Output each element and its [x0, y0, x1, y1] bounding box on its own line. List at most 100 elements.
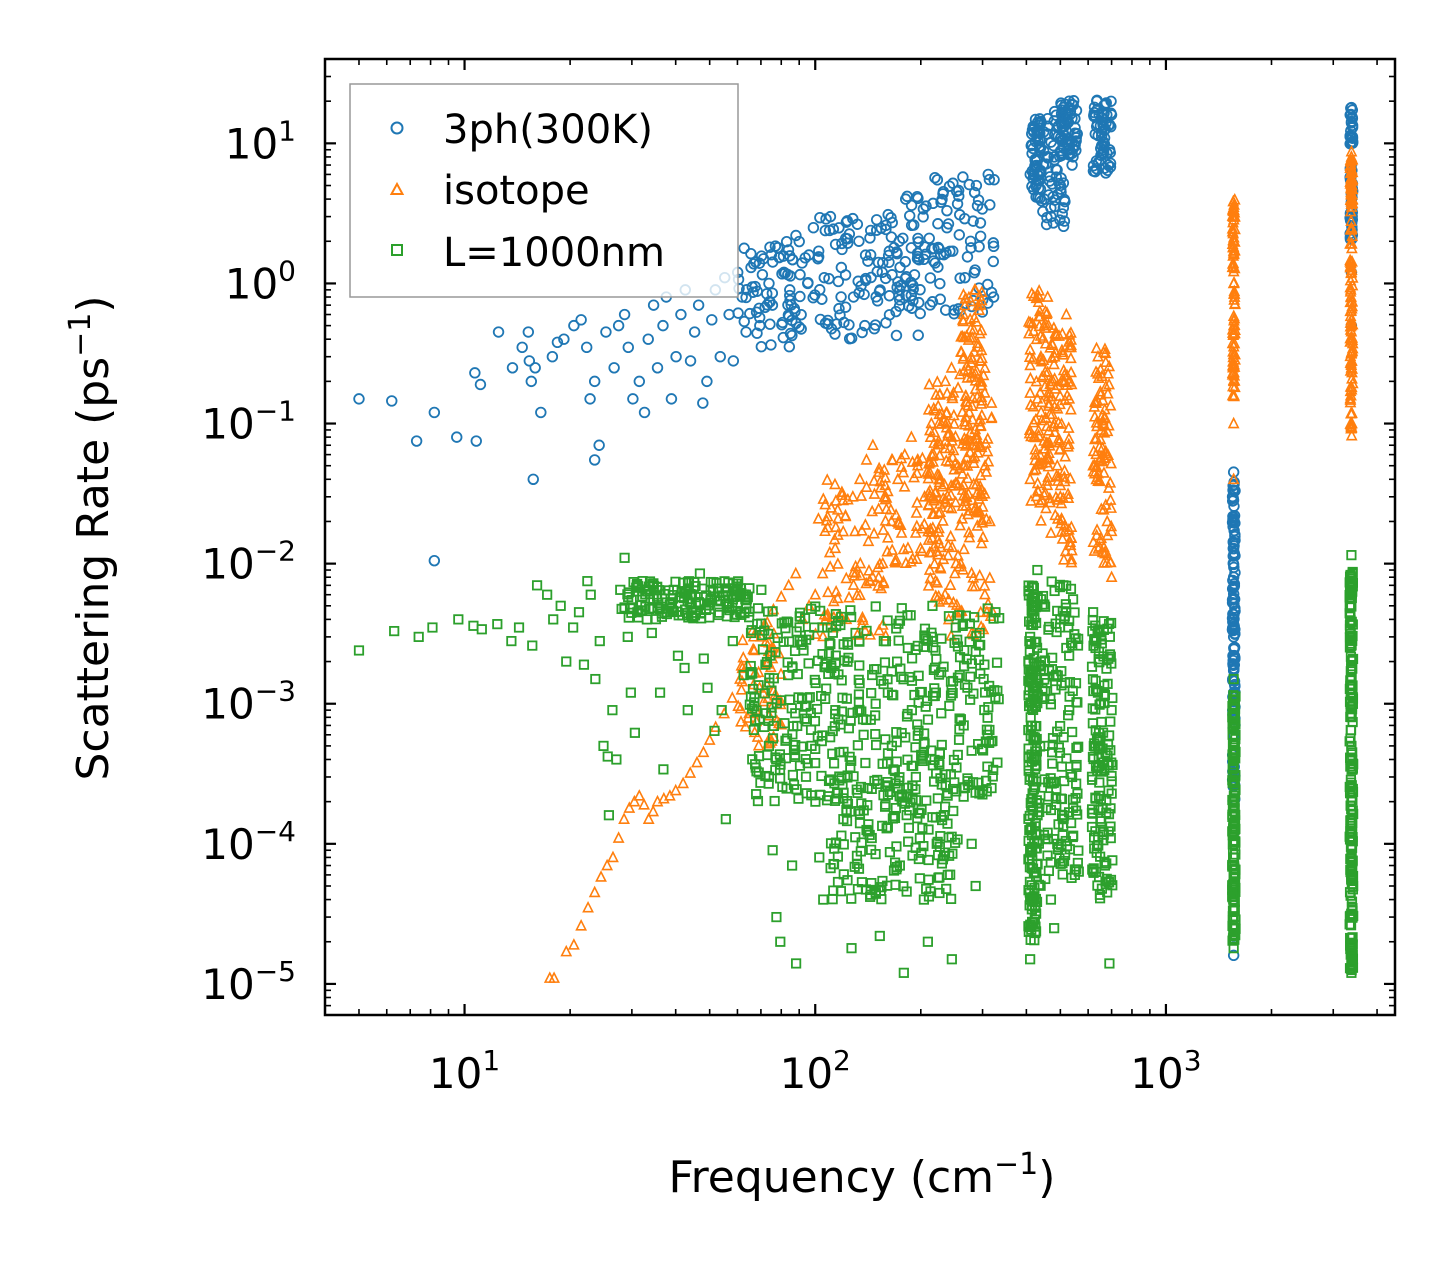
data-point-3ph: [1057, 101, 1070, 114]
data-point-3ph: [1100, 117, 1112, 129]
data-point-isotope: [925, 416, 938, 429]
data-point-isotope: [1345, 344, 1358, 357]
data-point-isotope: [981, 432, 994, 444]
data-point-3ph: [675, 308, 687, 321]
data-point-l1000: [1025, 894, 1036, 905]
data-point-3ph: [1029, 153, 1041, 165]
data-point-isotope: [952, 548, 964, 561]
data-point-l1000: [682, 577, 694, 588]
data-point-3ph: [843, 228, 856, 240]
data-point-isotope: [1046, 351, 1058, 363]
data-point-3ph: [1226, 623, 1239, 635]
data-point-l1000: [1345, 943, 1356, 955]
data-point-3ph: [841, 215, 853, 227]
data-point-isotope: [1093, 474, 1106, 487]
data-point-3ph: [829, 238, 842, 251]
data-point-isotope: [1065, 333, 1077, 345]
data-point-l1000: [643, 581, 654, 592]
data-point-l1000: [625, 687, 636, 698]
data-point-3ph: [914, 307, 926, 320]
data-point-3ph: [918, 253, 930, 266]
data-point-l1000: [923, 854, 934, 866]
data-point-isotope: [945, 430, 958, 442]
data-point-l1000: [615, 584, 626, 595]
data-point-isotope: [1229, 353, 1241, 365]
data-point-l1000: [866, 687, 877, 699]
data-point-3ph: [723, 308, 735, 321]
data-point-isotope: [978, 587, 991, 600]
data-point-l1000: [851, 850, 863, 861]
data-point-l1000: [1030, 921, 1041, 932]
data-point-l1000: [1067, 726, 1078, 738]
data-point-3ph: [912, 192, 924, 205]
data-point-l1000: [1229, 863, 1240, 874]
data-point-3ph: [835, 261, 848, 274]
data-point-l1000: [930, 687, 941, 698]
data-point-3ph: [633, 375, 646, 388]
data-point-3ph: [904, 210, 916, 222]
data-point-isotope: [854, 568, 867, 581]
data-point-l1000: [1047, 758, 1058, 769]
data-point-isotope: [1102, 366, 1115, 379]
data-point-isotope: [1096, 441, 1109, 453]
data-point-isotope: [1055, 417, 1068, 429]
data-point-l1000: [413, 631, 424, 642]
data-point-l1000: [1073, 741, 1084, 752]
data-point-isotope: [860, 576, 873, 589]
data-point-3ph: [1227, 949, 1240, 962]
data-point-l1000: [932, 836, 943, 847]
legend-item-3ph: 3ph(300K): [390, 107, 653, 153]
data-point-isotope: [1099, 342, 1111, 354]
data-point-isotope: [1035, 514, 1047, 526]
data-point-3ph: [1058, 215, 1071, 227]
data-point-l1000: [1227, 729, 1238, 740]
data-point-3ph: [1228, 547, 1240, 559]
data-point-isotope: [1227, 234, 1240, 247]
data-point-l1000: [854, 660, 865, 671]
data-point-isotope: [960, 329, 973, 341]
data-point-3ph: [1102, 159, 1115, 171]
data-point-l1000: [878, 635, 889, 647]
data-point-isotope: [872, 570, 885, 583]
data-point-l1000: [1103, 809, 1115, 820]
data-point-l1000: [1096, 816, 1107, 827]
data-point-l1000: [1345, 754, 1356, 765]
data-point-l1000: [1228, 762, 1239, 773]
data-point-l1000: [1025, 631, 1036, 642]
data-point-isotope: [848, 524, 861, 537]
data-point-3ph: [957, 171, 969, 183]
data-point-3ph: [608, 362, 620, 374]
data-point-l1000: [806, 740, 817, 752]
data-point-3ph: [386, 395, 398, 407]
data-point-l1000: [860, 757, 871, 769]
data-point-l1000: [1099, 860, 1111, 871]
data-point-isotope: [817, 492, 830, 504]
data-point-3ph: [894, 284, 906, 296]
data-point-isotope: [1059, 449, 1072, 462]
data-point-l1000: [940, 801, 951, 812]
data-point-isotope: [957, 307, 970, 320]
data-point-isotope: [875, 581, 888, 594]
data-point-l1000: [1028, 619, 1039, 631]
data-point-l1000: [1066, 771, 1078, 783]
data-point-l1000: [1227, 892, 1238, 903]
data-point-l1000: [935, 773, 946, 784]
data-point-l1000: [876, 675, 887, 686]
data-point-3ph: [870, 224, 883, 236]
data-point-isotope: [949, 566, 961, 579]
data-point-l1000: [1070, 633, 1081, 644]
data-point-l1000: [974, 640, 985, 651]
data-point-3ph: [851, 218, 864, 230]
data-point-isotope: [789, 566, 802, 579]
data-point-l1000: [898, 967, 909, 978]
data-point-3ph: [835, 291, 847, 303]
data-point-l1000: [769, 795, 780, 807]
data-point-isotope: [959, 291, 972, 304]
data-point-isotope: [973, 568, 986, 581]
data-point-isotope: [938, 414, 950, 427]
data-point-3ph: [890, 305, 902, 318]
data-point-3ph: [1228, 678, 1241, 691]
data-point-l1000: [948, 754, 960, 766]
data-point-isotope: [973, 504, 986, 517]
data-point-isotope: [1226, 222, 1239, 234]
